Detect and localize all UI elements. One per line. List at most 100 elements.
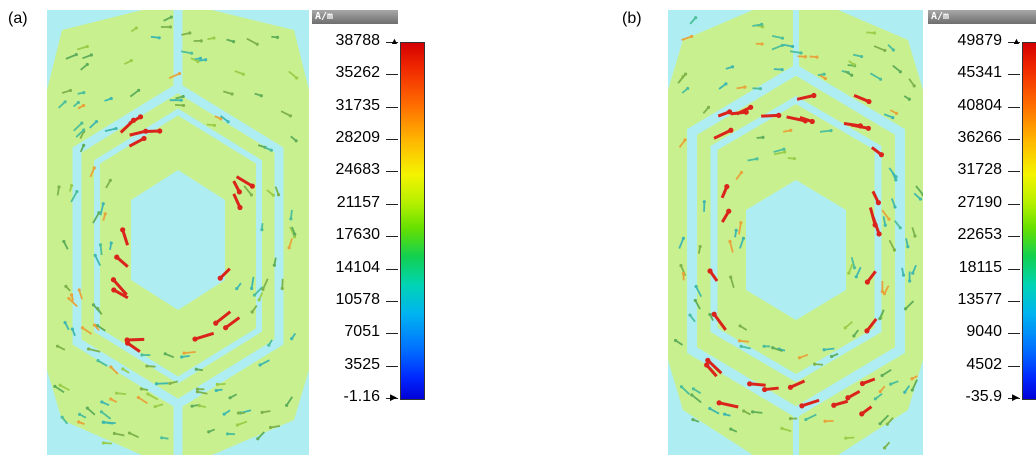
field-arrow-head: [901, 273, 906, 277]
field-arrow-head: [255, 42, 259, 46]
field-arrow-head: [228, 396, 232, 400]
field-arrow-head: [843, 326, 847, 330]
tick-mark: [1008, 398, 1020, 399]
field-arrow-head: [289, 217, 293, 221]
field-arrow-head: [236, 189, 242, 195]
field-arrow-head: [267, 343, 271, 347]
field-arrow-head: [893, 205, 897, 209]
field-arrow-head: [70, 327, 74, 331]
tick-label: 31735: [335, 96, 381, 114]
field-arrow-head: [758, 87, 762, 91]
tick-mark: [386, 268, 398, 270]
field-arrow-head: [797, 356, 802, 360]
field-arrow-head: [910, 388, 914, 392]
field-arrow: [54, 385, 65, 394]
field-arrow-head: [883, 223, 887, 227]
field-arrow: [805, 413, 817, 421]
field-arrow-head: [903, 390, 907, 394]
field-arrow: [73, 122, 83, 132]
field-arrow-head: [182, 351, 186, 355]
tick-mark: [1008, 42, 1020, 43]
field-arrow-head: [864, 328, 870, 334]
field-arrow-head: [195, 390, 200, 394]
field-arrow-head: [864, 279, 871, 285]
field-arrow: [194, 331, 215, 341]
field-arrow: [262, 278, 269, 290]
field-arrow-head: [109, 397, 113, 401]
field-arrow-head: [98, 243, 103, 247]
field-arrow: [104, 127, 117, 133]
field-arrow-head: [290, 337, 294, 341]
field-arrow-head: [716, 400, 722, 406]
field-arrow-head: [260, 410, 264, 414]
field-arrow-head: [913, 234, 917, 238]
field-arrow: [869, 72, 882, 81]
tick-mark: [1008, 106, 1020, 108]
tick-mark: [386, 74, 398, 76]
field-arrow-head: [63, 320, 67, 325]
tick-mark: [386, 236, 398, 238]
field-arrow-head: [261, 287, 265, 292]
tick-mark: [386, 171, 398, 173]
field-arrow-head: [294, 139, 298, 143]
field-arrow-head: [921, 193, 923, 197]
field-arrow-head: [788, 417, 793, 421]
field-arrow: [772, 346, 783, 353]
panel-a-field-arrows: [53, 15, 299, 445]
field-arrow-head: [830, 354, 834, 359]
field-arrow-head: [739, 170, 744, 175]
field-arrow-head: [204, 58, 208, 62]
field-arrow-head: [82, 103, 86, 108]
field-arrow-head: [780, 426, 784, 430]
field-arrow-head: [747, 381, 753, 387]
min-marker-icon: ▶: [390, 392, 397, 402]
field-arrow: [237, 420, 248, 426]
field-arrow-head: [681, 236, 686, 240]
field-arrow-head: [93, 253, 97, 257]
field-arrow-head: [755, 157, 759, 161]
field-arrow: [147, 393, 159, 401]
field-arrow-head: [823, 419, 827, 423]
field-arrow-head: [882, 446, 887, 450]
field-arrow-head: [259, 94, 263, 98]
field-arrow: [853, 94, 870, 103]
field-arrow-head: [102, 420, 106, 424]
field-arrow-head: [845, 395, 851, 401]
field-arrow-head: [809, 118, 815, 125]
field-arrow-head: [894, 178, 898, 182]
field-arrow-head: [898, 70, 902, 74]
field-arrow: [888, 167, 897, 178]
field-arrow: [879, 309, 885, 319]
field-arrow: [65, 53, 77, 60]
field-arrow-head: [109, 241, 113, 245]
field-arrow-head: [92, 166, 96, 170]
field-arrow-head: [726, 208, 732, 214]
field-arrow-head: [912, 84, 916, 88]
panel-b-inner-channel: [710, 95, 882, 383]
field-arrow-head: [878, 422, 882, 426]
field-arrow-head: [878, 152, 885, 158]
field-arrow-head: [894, 175, 898, 179]
field-arrow: [127, 337, 145, 342]
field-arrow: [89, 167, 96, 178]
field-arrow-head: [789, 128, 793, 132]
field-arrow-head: [762, 386, 768, 393]
max-marker-icon: ▲: [390, 36, 399, 46]
field-arrow-head: [101, 202, 105, 206]
field-arrow: [92, 212, 100, 224]
field-arrow: [137, 396, 148, 405]
field-arrow-head: [85, 406, 89, 410]
field-arrow: [288, 70, 298, 79]
field-arrow-head: [154, 382, 159, 386]
field-arrow-head: [114, 254, 120, 260]
tick-mark: [1008, 268, 1020, 270]
field-arrow-head: [889, 382, 893, 386]
field-arrow-head: [850, 73, 854, 77]
field-arrow-head: [230, 92, 234, 96]
field-arrow-head: [194, 367, 198, 371]
field-arrow-head: [780, 67, 784, 72]
tick-label: 4502: [966, 355, 1002, 373]
field-arrow-head: [89, 53, 93, 57]
field-arrow-head: [214, 388, 218, 393]
field-arrow-head: [683, 138, 687, 142]
